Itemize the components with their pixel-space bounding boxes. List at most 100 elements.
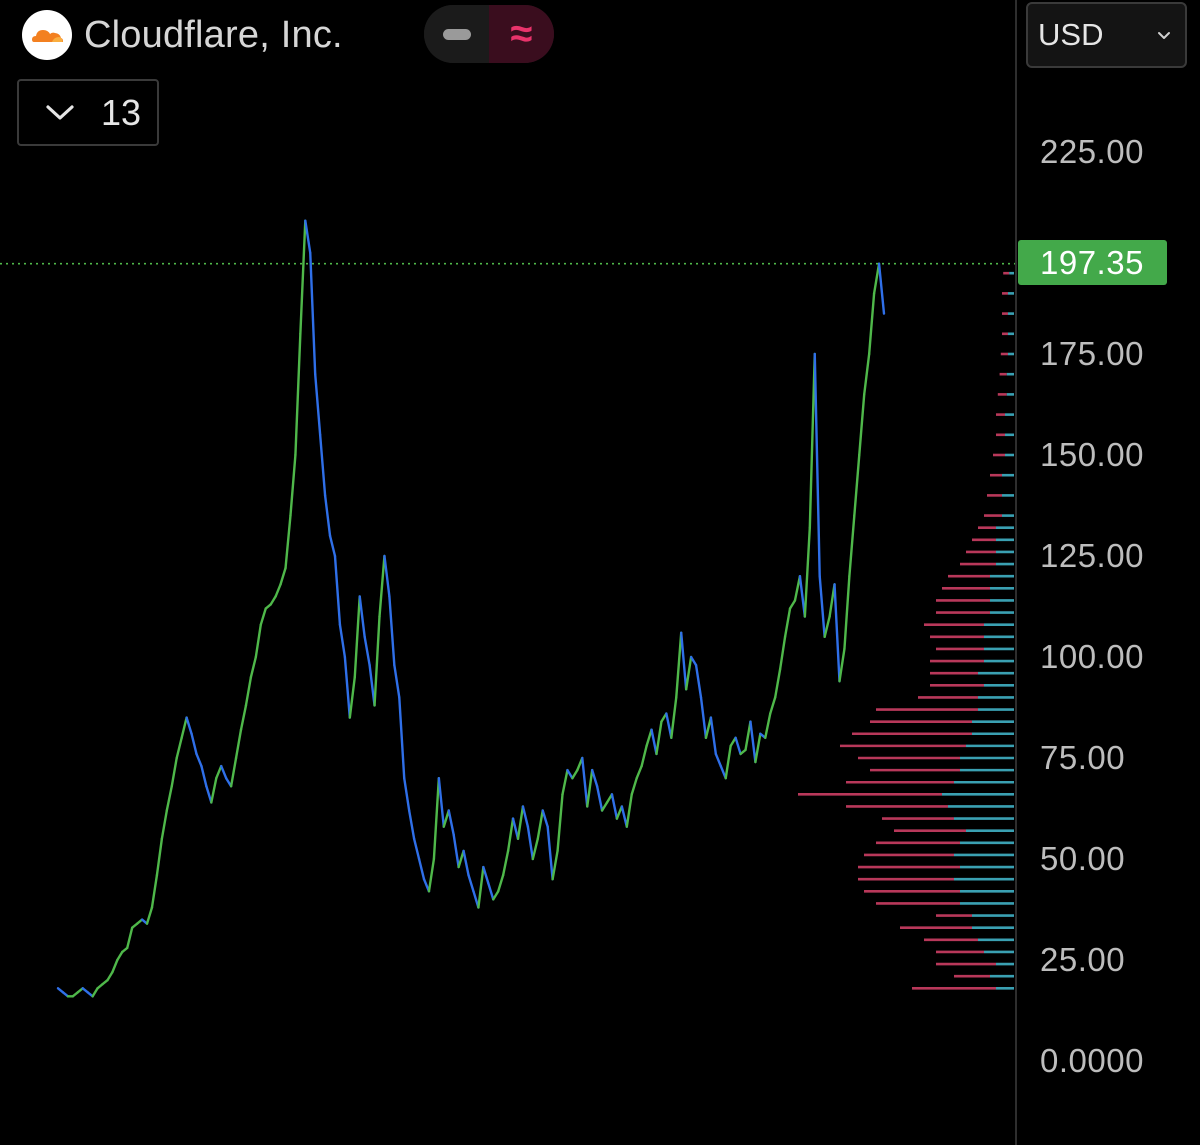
- price-segment-up: [788, 599, 797, 610]
- price-segment-down: [437, 777, 445, 828]
- price-segment-up: [457, 849, 465, 869]
- price-segment-up: [615, 805, 624, 820]
- price-segment-down: [482, 865, 490, 885]
- price-segment-up: [427, 857, 436, 893]
- price-segment-up: [783, 607, 792, 638]
- price-segment-down: [714, 752, 722, 768]
- price-segment-down: [709, 716, 718, 756]
- price-segment-up: [556, 793, 564, 853]
- price-segment-up: [793, 575, 802, 602]
- price-segment-up: [348, 676, 356, 719]
- chevron-down-icon: [46, 104, 74, 120]
- price-segment-down: [526, 825, 535, 861]
- price-segment-up: [808, 352, 816, 529]
- chart-header: Cloudflare, Inc.: [22, 10, 343, 60]
- price-segment-up: [536, 809, 544, 840]
- price-segment-up: [492, 890, 500, 901]
- price-segment-down: [304, 219, 312, 255]
- price-segment-up: [506, 817, 515, 853]
- price-segment-down: [412, 837, 421, 861]
- price-segment-up: [655, 720, 663, 756]
- price-segment-up: [625, 793, 633, 828]
- price-segment-up: [778, 635, 787, 671]
- price-segment-up: [640, 744, 648, 768]
- price-segment-up: [635, 764, 643, 780]
- currency-value: USD: [1038, 17, 1104, 52]
- y-tick-label: 25.00: [1040, 941, 1126, 978]
- price-segment-down: [318, 433, 327, 497]
- price-segment-up: [863, 352, 871, 396]
- price-segment-up: [170, 756, 178, 788]
- price-segment-up: [531, 837, 539, 861]
- price-segment-down: [363, 635, 371, 667]
- price-segment-down: [323, 494, 332, 537]
- y-tick-label: 225.00: [1040, 133, 1144, 170]
- price-segment-up: [145, 906, 154, 925]
- price-segment-up: [630, 777, 638, 796]
- price-segment-down: [383, 554, 391, 598]
- price-segment-down: [521, 805, 530, 828]
- y-tick-label: 0.0000: [1040, 1042, 1144, 1079]
- price-segment-down: [195, 752, 203, 768]
- price-segment-down: [200, 764, 208, 788]
- price-segment-down: [467, 873, 475, 893]
- price-segment-down: [328, 534, 337, 558]
- price-segment-up: [378, 554, 386, 618]
- price-segment-up: [180, 716, 188, 739]
- price-segment-up: [477, 865, 485, 909]
- price-segment-down: [610, 793, 619, 820]
- price-segment-down: [407, 809, 416, 840]
- price-segment-down: [487, 882, 495, 901]
- price-segment-down: [220, 764, 228, 780]
- price-segment-up: [600, 801, 609, 812]
- interval-select[interactable]: 13: [17, 79, 159, 146]
- y-tick-label: 50.00: [1040, 840, 1126, 877]
- price-segment-up: [229, 756, 238, 788]
- price-segment-up: [274, 583, 282, 598]
- price-segment-up: [175, 736, 183, 760]
- price-segment-up: [497, 873, 505, 893]
- price-segment-up: [724, 744, 732, 780]
- price-segment-up: [165, 785, 173, 812]
- line-mode-button[interactable]: [424, 5, 489, 63]
- price-segment-down: [877, 262, 886, 315]
- price-segment-down: [313, 373, 322, 436]
- price-segment-down: [358, 595, 366, 638]
- price-segment-down: [665, 712, 673, 739]
- price-segment-up: [239, 704, 248, 731]
- price-segment-up: [803, 526, 812, 618]
- price-segment-down: [343, 655, 352, 719]
- price-segment-down: [620, 805, 629, 828]
- price-segment-up: [269, 595, 277, 606]
- price-segment-up: [516, 805, 525, 840]
- price-segment-up: [754, 732, 762, 764]
- price-segment-up: [872, 262, 881, 295]
- price-segment-down: [417, 857, 426, 881]
- price-segment-down: [398, 696, 406, 780]
- price-segment-up: [249, 655, 258, 679]
- price-segment-up: [150, 873, 159, 909]
- approx-mode-button[interactable]: ≈: [489, 5, 554, 63]
- price-segment-down: [447, 809, 455, 836]
- price-segment-down: [546, 825, 554, 881]
- currency-select[interactable]: USD: [1026, 2, 1187, 68]
- price-segment-up: [645, 728, 653, 748]
- price-segment-up: [843, 575, 851, 651]
- interval-value: 13: [101, 91, 142, 133]
- price-axis-divider: [1015, 0, 1017, 1145]
- price-segment-up: [561, 768, 569, 796]
- price-segment-down: [595, 785, 604, 812]
- price-segment-up: [160, 809, 169, 840]
- price-segment-down: [393, 663, 401, 699]
- y-tick-label: 175.00: [1040, 335, 1144, 372]
- price-segment-down: [185, 716, 193, 735]
- last-price-badge: 197.35: [1018, 240, 1167, 285]
- price-segment-up: [773, 667, 782, 699]
- price-segment-up: [259, 607, 267, 626]
- price-segment-up: [551, 849, 559, 881]
- price-segment-down: [205, 785, 213, 804]
- price-segment-up: [289, 453, 297, 517]
- price-segment-down: [749, 720, 757, 764]
